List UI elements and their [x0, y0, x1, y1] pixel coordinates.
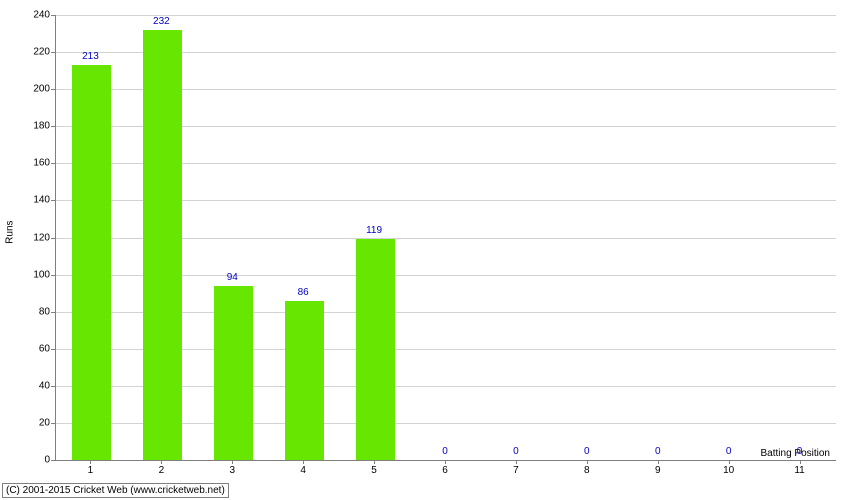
bar-value-label: 86 — [298, 287, 309, 298]
gridline — [56, 15, 836, 16]
x-tick — [729, 460, 730, 464]
bar-value-label: 0 — [655, 446, 661, 457]
x-tick — [161, 460, 162, 464]
y-tick-label: 200 — [33, 84, 50, 95]
copyright-text: (C) 2001-2015 Cricket Web (www.cricketwe… — [2, 483, 229, 498]
y-tick-label: 0 — [44, 455, 50, 466]
x-tick-label: 10 — [723, 465, 734, 476]
bar-value-label: 94 — [227, 272, 238, 283]
y-tick-label: 120 — [33, 232, 50, 243]
x-tick-label: 1 — [88, 465, 94, 476]
y-tick — [51, 386, 55, 387]
x-tick-label: 5 — [371, 465, 377, 476]
y-tick — [51, 460, 55, 461]
y-tick — [51, 200, 55, 201]
bar — [356, 239, 395, 460]
y-tick-label: 220 — [33, 47, 50, 58]
y-tick-label: 240 — [33, 10, 50, 21]
x-tick — [374, 460, 375, 464]
y-tick-label: 160 — [33, 158, 50, 169]
x-tick-label: 7 — [513, 465, 519, 476]
x-tick-label: 3 — [229, 465, 235, 476]
y-tick-label: 140 — [33, 195, 50, 206]
x-tick — [232, 460, 233, 464]
x-tick — [800, 460, 801, 464]
bar — [72, 65, 111, 460]
x-tick-label: 8 — [584, 465, 590, 476]
bar-value-label: 0 — [797, 446, 803, 457]
y-tick — [51, 275, 55, 276]
bar — [285, 301, 324, 460]
y-tick — [51, 349, 55, 350]
bar-value-label: 119 — [366, 225, 382, 236]
y-tick — [51, 15, 55, 16]
x-tick-label: 6 — [442, 465, 448, 476]
y-tick-label: 100 — [33, 269, 50, 280]
bar — [143, 30, 182, 460]
bar — [214, 286, 253, 460]
bar-value-label: 0 — [513, 446, 519, 457]
bar-value-label: 0 — [726, 446, 732, 457]
bar-value-label: 0 — [442, 446, 448, 457]
y-tick — [51, 126, 55, 127]
y-tick — [51, 89, 55, 90]
y-tick-label: 80 — [39, 306, 50, 317]
plot-area — [55, 15, 836, 461]
y-tick-label: 40 — [39, 380, 50, 391]
bar-value-label: 213 — [82, 51, 99, 62]
y-tick — [51, 163, 55, 164]
x-tick — [516, 460, 517, 464]
bar-value-label: 232 — [153, 16, 170, 27]
x-tick-label: 11 — [794, 465, 804, 476]
y-tick-label: 60 — [39, 343, 50, 354]
x-tick — [445, 460, 446, 464]
y-axis-label: Runs — [5, 220, 16, 243]
x-tick — [90, 460, 91, 464]
x-tick — [303, 460, 304, 464]
y-tick — [51, 238, 55, 239]
y-tick — [51, 52, 55, 53]
x-tick-label: 4 — [300, 465, 306, 476]
y-tick-label: 20 — [39, 417, 50, 428]
x-tick — [658, 460, 659, 464]
x-tick-label: 9 — [655, 465, 661, 476]
x-tick-label: 2 — [159, 465, 165, 476]
x-tick — [587, 460, 588, 464]
y-tick — [51, 312, 55, 313]
chart-container: Runs Batting Position 020406080100120140… — [0, 0, 850, 500]
y-tick-label: 180 — [33, 121, 50, 132]
y-tick — [51, 423, 55, 424]
bar-value-label: 0 — [584, 446, 590, 457]
